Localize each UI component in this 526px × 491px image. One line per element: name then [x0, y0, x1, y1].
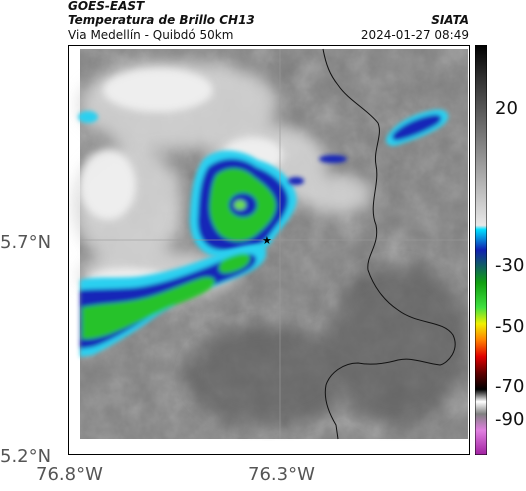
lat-label-5-2: 5.2°N: [0, 446, 52, 467]
brightness-temperature-map: ★: [68, 45, 470, 455]
colorbar-label-minus50: -50: [495, 316, 525, 337]
satellite-name: GOES-EAST: [68, 0, 145, 13]
international-border: [322, 48, 456, 440]
route-subtitle: Via Medellín - Quibdó 50km: [68, 28, 234, 42]
organization-label: SIATA: [431, 13, 469, 27]
map-imagery: [73, 49, 468, 439]
lon-label-76-8: 76.8°W: [36, 464, 103, 485]
location-star-icon: ★: [262, 234, 272, 247]
colorbar-label-20: 20: [495, 98, 518, 119]
lat-label-5-7: 5.7°N: [0, 232, 52, 253]
image-datetime: 2024-01-27 08:49: [360, 28, 469, 42]
colorbar-label-minus30: -30: [495, 255, 525, 276]
graticule: [80, 49, 468, 439]
temperature-colorbar: [475, 45, 487, 455]
colorbar-label-minus90: -90: [495, 409, 525, 430]
lon-label-76-3: 76.3°W: [248, 464, 315, 485]
colorbar-label-minus70: -70: [495, 376, 525, 397]
product-title: Temperatura de Brillo CH13: [68, 13, 255, 27]
